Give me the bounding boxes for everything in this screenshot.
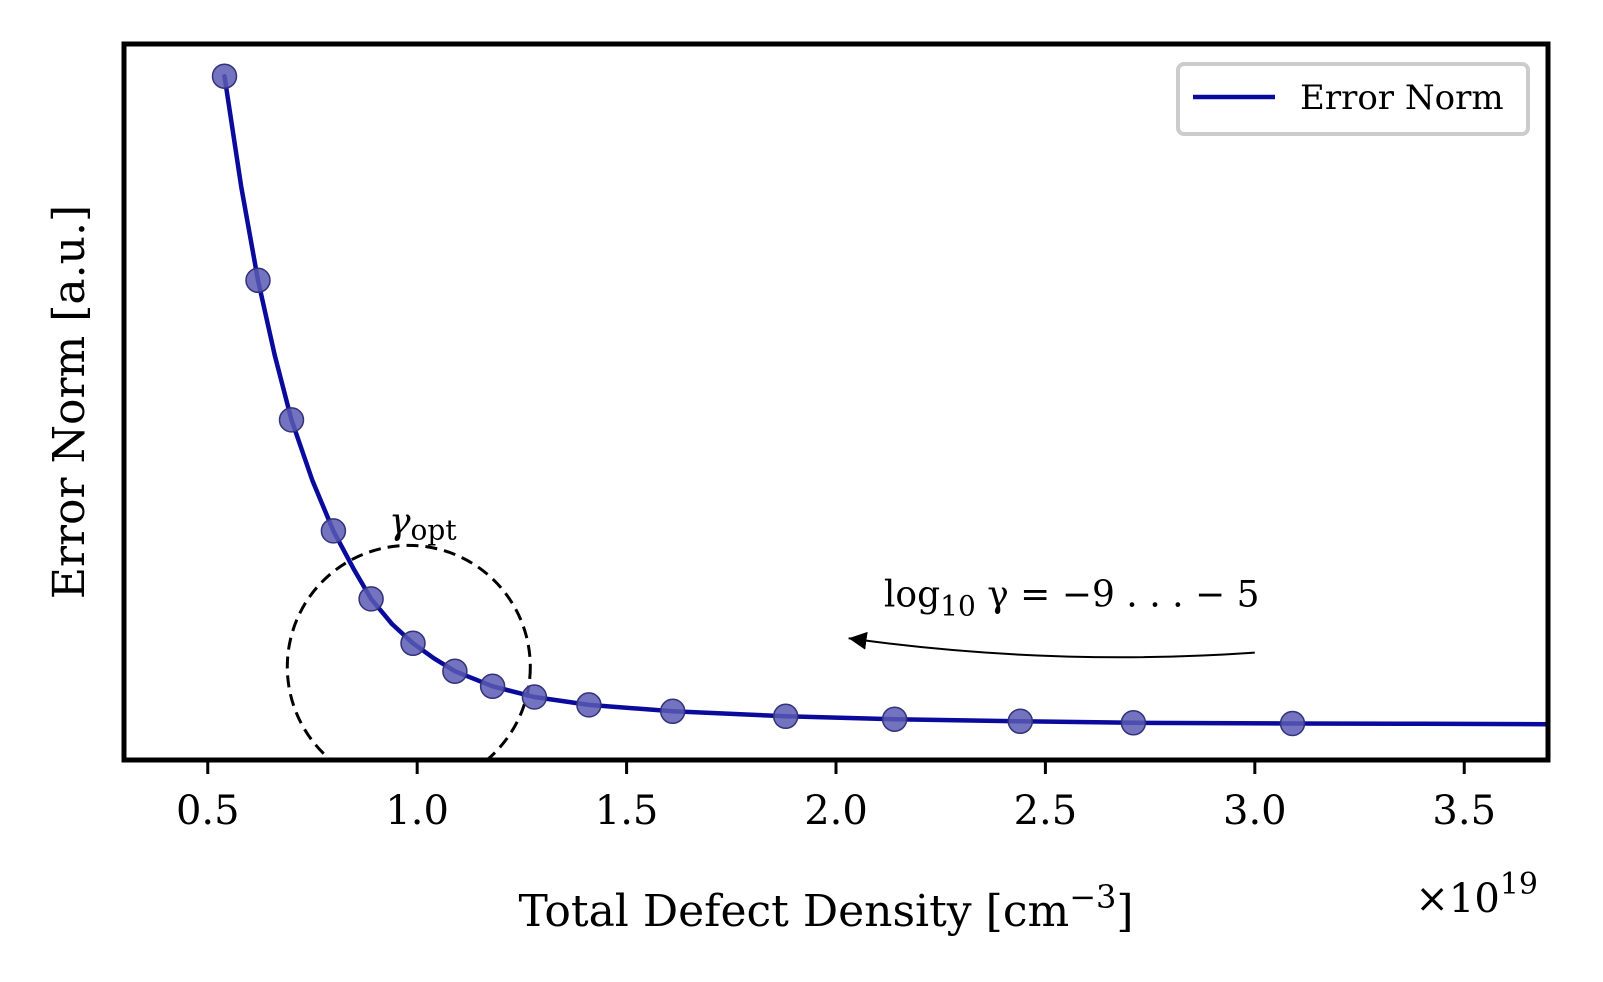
data-point-1 bbox=[245, 267, 271, 294]
gamma-opt-dashed-circle bbox=[285, 543, 532, 760]
data-point-2 bbox=[278, 407, 305, 433]
data-point-6 bbox=[442, 658, 468, 684]
gamma-opt-label: γopt bbox=[389, 502, 457, 547]
data-point-5 bbox=[400, 630, 426, 657]
x-axis-label: Total Defect Density [cm−3] bbox=[518, 878, 1133, 937]
data-point-8 bbox=[521, 684, 548, 710]
x-tick-label-1: 1.0 bbox=[385, 788, 449, 834]
x-tick-label-3: 2.0 bbox=[804, 788, 868, 834]
error-norm-markers bbox=[211, 63, 1306, 737]
y-axis-label: Error Norm [a.u.] bbox=[44, 205, 95, 599]
x-axis-multiplier: ×1019 bbox=[1415, 867, 1538, 922]
x-tick-label-0: 0.5 bbox=[176, 788, 240, 834]
x-tick-label-6: 3.5 bbox=[1432, 788, 1496, 834]
error-norm-line bbox=[222, 73, 1548, 727]
data-point-10 bbox=[659, 698, 686, 725]
gamma-sweep-label: log10 γ = −9 . . . − 5 bbox=[884, 574, 1260, 622]
legend-label-error-norm: Error Norm bbox=[1300, 78, 1504, 118]
x-axis-ticks: 0.5 1.0 1.5 2.0 2.5 3.0 3.5 bbox=[176, 760, 1496, 834]
legend: Error Norm bbox=[1176, 62, 1530, 136]
x-tick-label-4: 2.5 bbox=[1014, 788, 1078, 834]
data-point-7 bbox=[479, 673, 506, 700]
data-point-0 bbox=[211, 63, 238, 89]
gamma-sweep-arrow-curve bbox=[848, 631, 1255, 659]
x-tick-label-2: 1.5 bbox=[595, 788, 659, 834]
data-point-9 bbox=[576, 692, 602, 718]
data-point-15 bbox=[1279, 710, 1306, 737]
plot-area bbox=[211, 63, 1548, 760]
data-point-3 bbox=[320, 518, 347, 544]
data-point-4 bbox=[358, 586, 384, 612]
data-point-11 bbox=[772, 703, 799, 730]
data-point-14 bbox=[1120, 710, 1147, 736]
data-point-12 bbox=[881, 706, 908, 732]
data-point-13 bbox=[1007, 708, 1034, 735]
plot-frame bbox=[121, 41, 1551, 763]
x-tick-label-5: 3.0 bbox=[1223, 788, 1287, 834]
legend-box bbox=[1176, 62, 1530, 136]
